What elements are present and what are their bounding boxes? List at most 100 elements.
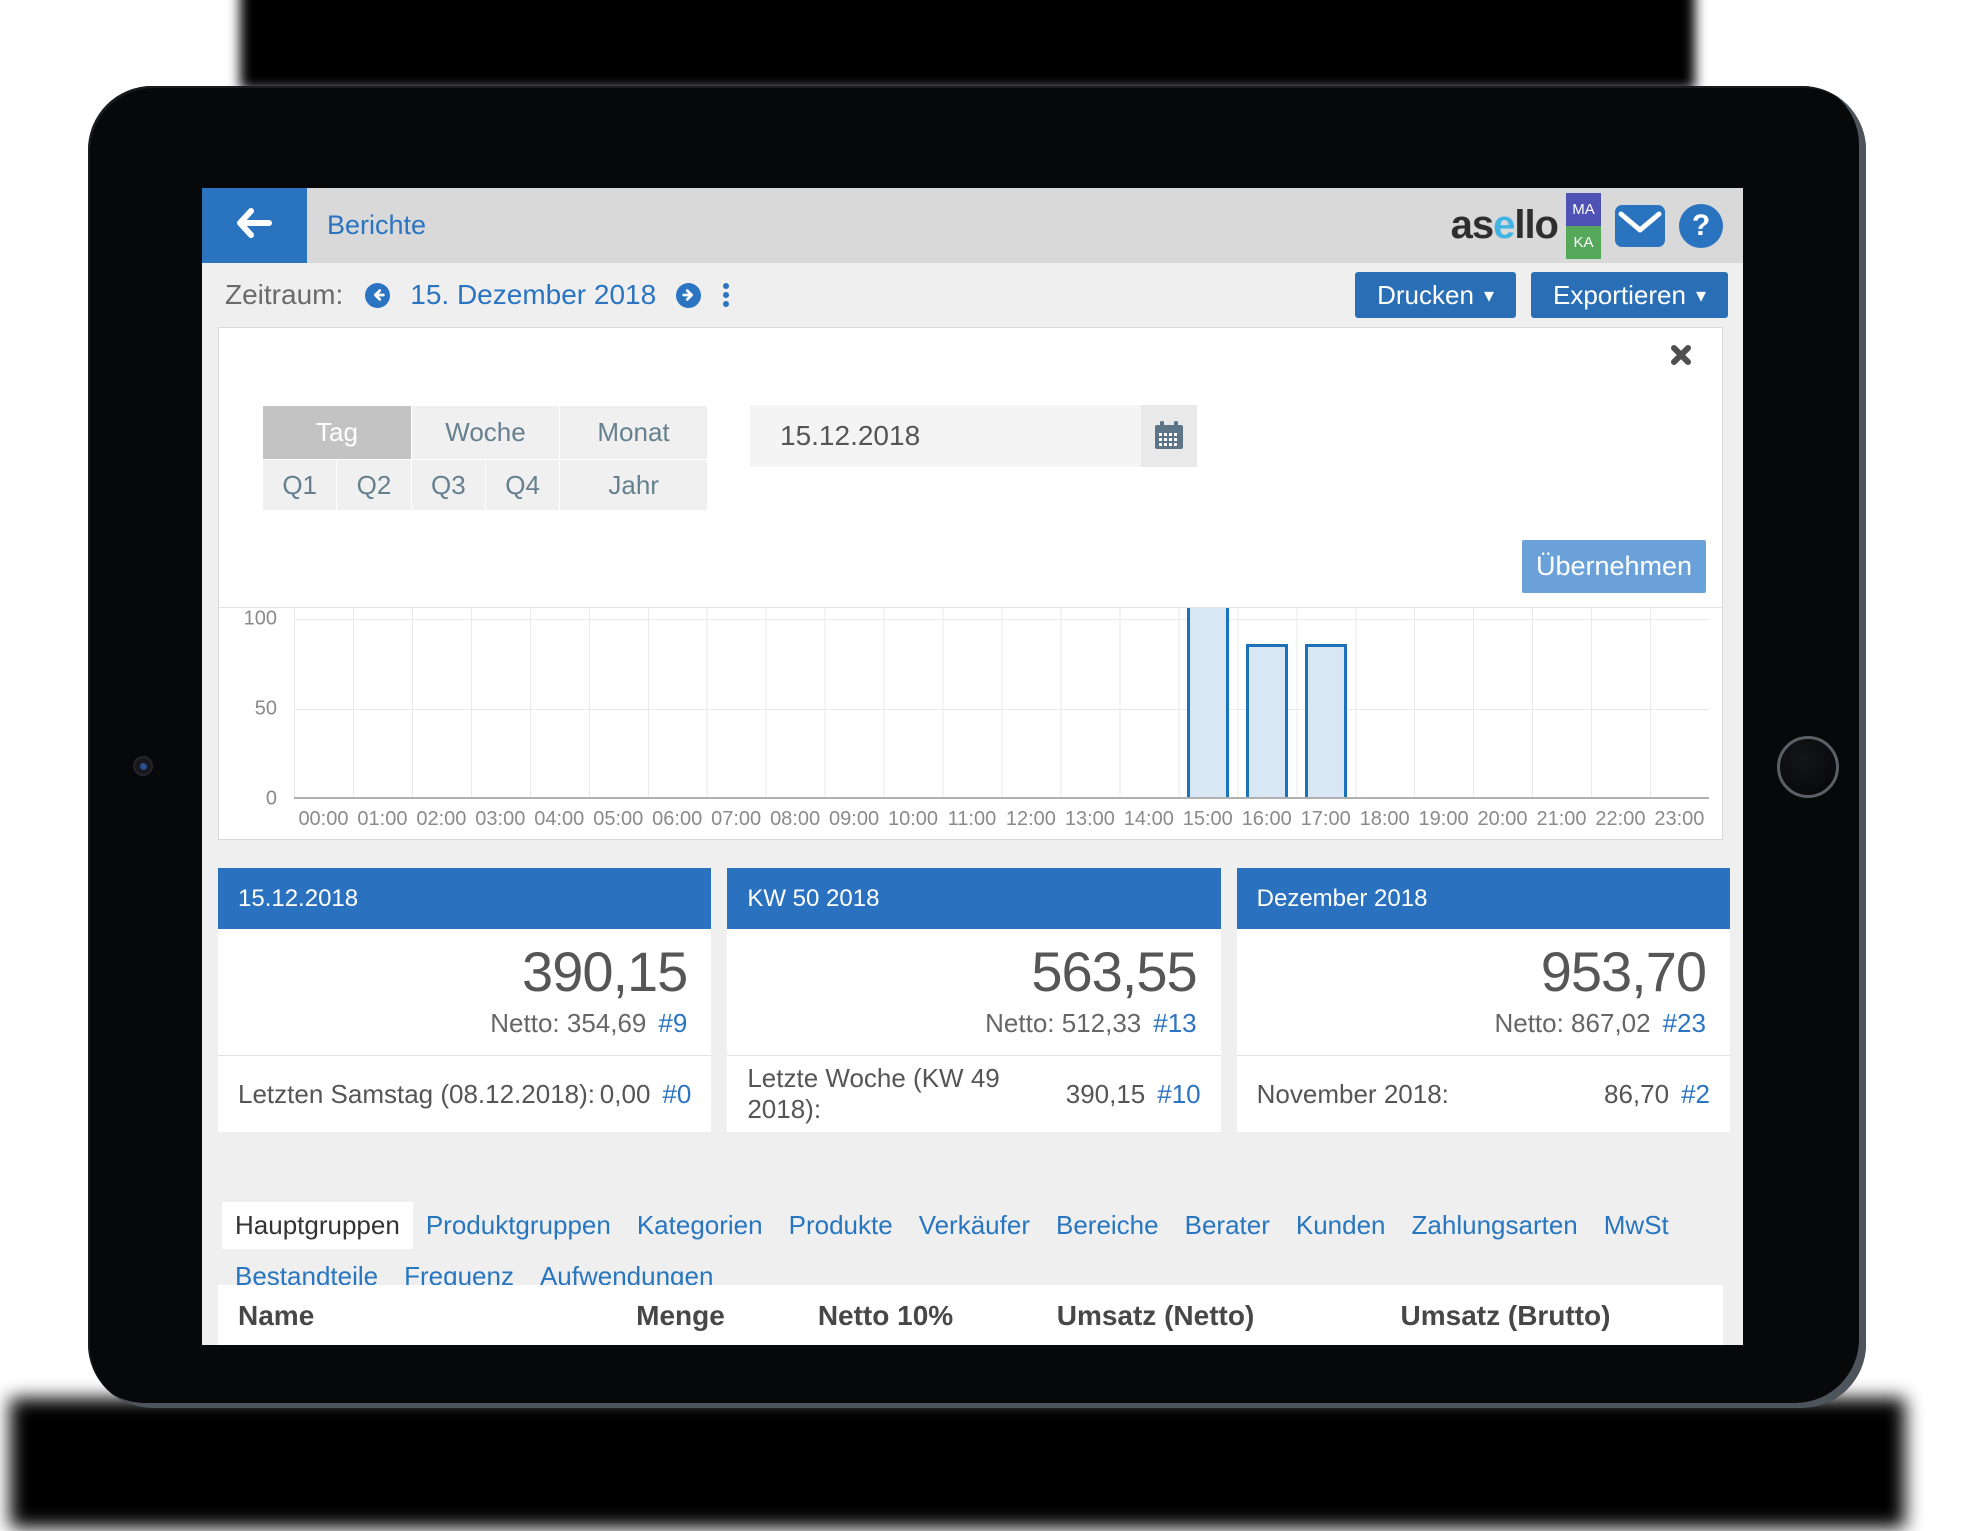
tab-hauptgruppen[interactable]: Hauptgruppen xyxy=(222,1202,413,1249)
card-footer: November 2018: 86,70 #2 xyxy=(1237,1056,1730,1132)
date-input[interactable] xyxy=(750,405,1141,467)
column-header-netto-10-: Netto 10% xyxy=(817,1300,954,1331)
card-title: KW 50 2018 xyxy=(727,868,1221,929)
report-tabs: Hauptgruppen Produktgruppen Kategorien Prod… xyxy=(218,1202,1730,1300)
y-tick-label: 0 xyxy=(265,787,277,810)
x-tick-label: 06:00 xyxy=(652,808,703,830)
camera-lens-icon xyxy=(139,762,147,770)
x-tick-label: 11:00 xyxy=(947,808,997,830)
receipt-count[interactable]: #23 xyxy=(1662,1008,1706,1038)
tab-produktgruppen[interactable]: Produktgruppen xyxy=(425,1210,611,1240)
period-button-q4[interactable]: Q4 xyxy=(485,460,560,510)
card-footer-value: 390,15 xyxy=(1065,1078,1146,1109)
card-footer-value: 86,70 xyxy=(1603,1078,1670,1109)
chart-x-axis: 00:00 01:00 02:00 03:00 04:00 05:00 06:00 07:00… xyxy=(294,808,1709,831)
x-tick-label: 19:00 xyxy=(1418,808,1469,830)
card-title: 15.12.2018 xyxy=(218,868,712,929)
card-title: Dezember 2018 xyxy=(1236,868,1730,929)
current-period-value[interactable]: 15. Dezember 2018 xyxy=(410,279,657,310)
card-footer-label: Letzten Samstag (08.12.2018): xyxy=(238,1078,596,1109)
caret-down-icon: ▾ xyxy=(1695,284,1706,307)
tab-produkte[interactable]: Produkte xyxy=(788,1210,893,1240)
period-label: Zeitraum: xyxy=(225,279,344,310)
card-value: 563,55 xyxy=(1031,940,1197,1003)
receipt-count[interactable]: #9 xyxy=(658,1008,688,1038)
column-header-menge: Menge xyxy=(636,1300,725,1331)
date-field xyxy=(750,405,1197,467)
apply-button[interactable]: Übernehmen xyxy=(1522,540,1706,593)
report-table: Name Menge Netto 10% Umsatz (Netto) Umsatz (… xyxy=(218,1285,1723,1345)
x-tick-label: 09:00 xyxy=(829,808,880,830)
help-icon[interactable]: ? xyxy=(1679,203,1723,248)
period-button-woche[interactable]: Woche xyxy=(412,406,559,459)
period-button-tag[interactable]: Tag xyxy=(263,406,411,459)
period-picker-panel: Tag Woche Monat Q1 Q2 Q3 Q4 Jahr xyxy=(219,328,1722,608)
card-netto: Netto: 512,33 #13 xyxy=(985,1008,1197,1038)
calendar-button[interactable] xyxy=(1141,405,1197,467)
page-title: Berichte xyxy=(327,210,427,240)
y-tick-label: 50 xyxy=(254,697,277,720)
revenue-bar-chart: 0 50 100 00:00 01:00 02:00 03:00 04:00 05:00 06:… xyxy=(219,608,1722,839)
x-tick-label: 10:00 xyxy=(887,808,939,830)
tablet-shadow-top xyxy=(240,0,1695,90)
period-row-2: Q1 Q2 Q3 Q4 Jahr xyxy=(263,460,707,510)
tab-berater[interactable]: Berater xyxy=(1184,1210,1270,1240)
x-tick-label: 15:00 xyxy=(1182,808,1233,830)
x-tick-label: 08:00 xyxy=(770,808,821,830)
chart-plot-area xyxy=(294,608,1709,799)
x-tick-label: 16:00 xyxy=(1241,808,1292,830)
app-screen: Berichte asello MA KA ? Zeitraum: 15. De… xyxy=(202,188,1743,1345)
tab-kunden[interactable]: Kunden xyxy=(1295,1210,1386,1240)
h-gridline xyxy=(294,619,1709,620)
receipt-count[interactable]: #13 xyxy=(1153,1008,1197,1038)
bar-16:00[interactable] xyxy=(1245,644,1288,797)
home-button[interactable] xyxy=(1777,736,1839,798)
card-value: 390,15 xyxy=(522,940,688,1003)
period-button-q1[interactable]: Q1 xyxy=(263,460,337,510)
next-period-button[interactable] xyxy=(676,282,702,308)
y-tick-label: 100 xyxy=(243,607,277,630)
period-button-monat[interactable]: Monat xyxy=(560,406,707,459)
tab-mwst[interactable]: MwSt xyxy=(1603,1210,1669,1240)
card-month: Dezember 2018 953,70 Netto: 867,02 #23 No… xyxy=(1236,868,1730,1132)
x-tick-label: 18:00 xyxy=(1359,808,1410,830)
user-badges[interactable]: MA KA xyxy=(1566,192,1601,259)
badge-ka: KA xyxy=(1566,225,1601,259)
x-tick-label: 02:00 xyxy=(416,808,467,830)
x-tick-label: 13:00 xyxy=(1064,808,1115,830)
receipt-count[interactable]: #10 xyxy=(1157,1078,1201,1109)
back-button[interactable] xyxy=(202,188,307,263)
h-gridline xyxy=(294,709,1709,710)
card-day: 15.12.2018 390,15 Netto: 354,69 #9 Letzte… xyxy=(218,868,712,1132)
x-tick-label: 23:00 xyxy=(1654,808,1705,830)
bar-15:00[interactable] xyxy=(1186,608,1229,797)
period-toolbar: Zeitraum: 15. Dezember 2018 Drucken ▾ Exp… xyxy=(202,263,1743,327)
period-options-icon[interactable] xyxy=(723,283,730,307)
card-footer: Letzten Samstag (08.12.2018): 0,00 #0 xyxy=(218,1056,711,1132)
period-button-q3[interactable]: Q3 xyxy=(411,460,485,510)
previous-period-button[interactable] xyxy=(365,282,391,308)
tab-kategorien[interactable]: Kategorien xyxy=(636,1210,763,1240)
x-tick-label: 12:00 xyxy=(1005,808,1056,830)
tab-bereiche[interactable]: Bereiche xyxy=(1055,1210,1159,1240)
period-button-jahr[interactable]: Jahr xyxy=(560,460,707,510)
x-tick-label: 05:00 xyxy=(593,808,644,830)
export-button[interactable]: Exportieren ▾ xyxy=(1530,272,1728,318)
column-header-umsatz-netto-: Umsatz (Netto) xyxy=(1056,1300,1255,1331)
x-tick-label: 14:00 xyxy=(1123,808,1174,830)
bar-17:00[interactable] xyxy=(1304,644,1347,797)
mail-icon[interactable] xyxy=(1615,204,1665,247)
print-button[interactable]: Drucken ▾ xyxy=(1355,272,1516,318)
tab-verkäufer[interactable]: Verkäufer xyxy=(918,1210,1030,1240)
card-week: KW 50 2018 563,55 Netto: 512,33 #13 Letzt… xyxy=(727,868,1221,1132)
period-button-q2[interactable]: Q2 xyxy=(337,460,411,510)
card-body: 390,15 Netto: 354,69 #9 xyxy=(218,929,712,1056)
x-tick-label: 01:00 xyxy=(357,808,408,830)
column-header-umsatz-brutto-: Umsatz (Brutto) xyxy=(1400,1300,1611,1331)
receipt-count[interactable]: #2 xyxy=(1681,1078,1710,1109)
close-icon[interactable] xyxy=(1670,344,1692,371)
receipt-count[interactable]: #0 xyxy=(662,1078,692,1109)
x-tick-label: 04:00 xyxy=(534,808,585,830)
tab-zahlungsarten[interactable]: Zahlungsarten xyxy=(1411,1210,1578,1240)
